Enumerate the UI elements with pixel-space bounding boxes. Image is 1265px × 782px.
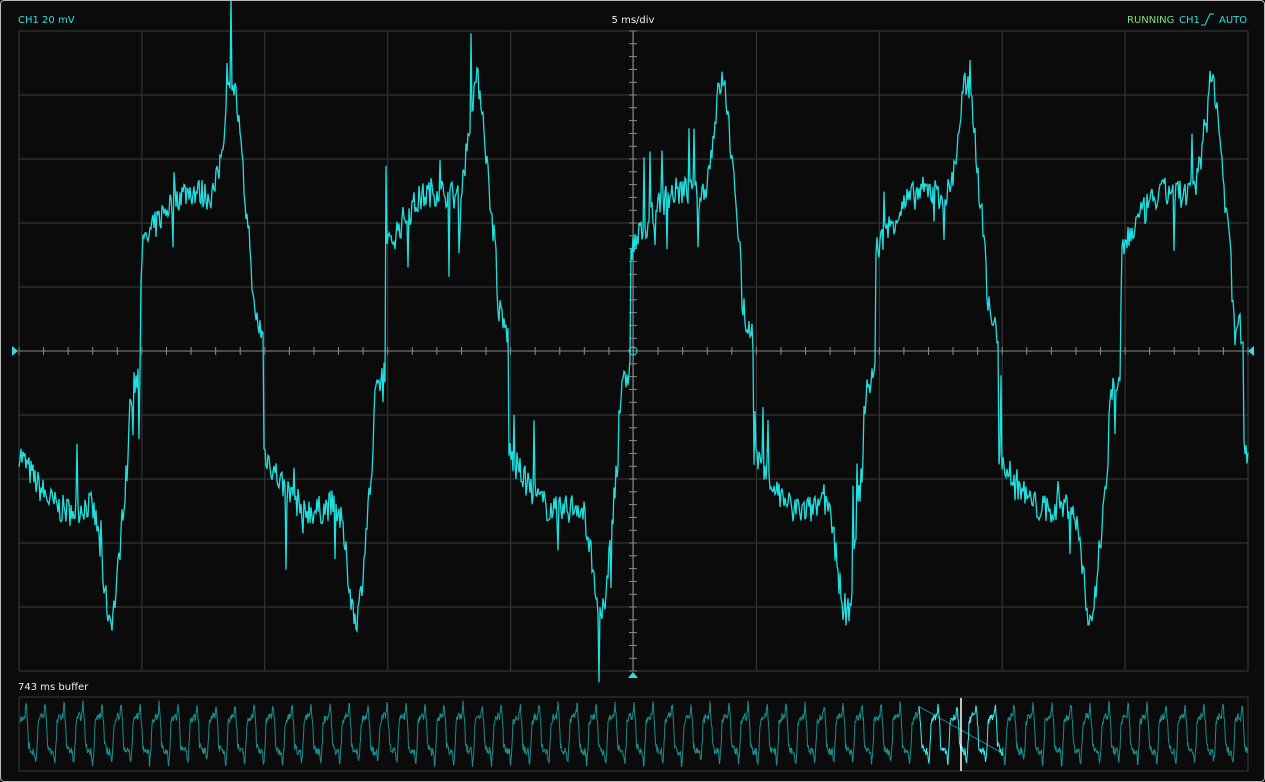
trigger-source: CH1 [1179,15,1200,26]
trigger-slope-icon [1201,13,1214,26]
ground-marker-left [12,346,18,356]
ground-marker-right [1248,346,1254,356]
run-status: RUNNING [1127,15,1174,26]
buffer-frame [18,696,1249,772]
trigger-mode: AUTO [1219,15,1247,26]
waveform [18,1,1249,683]
buffer-label: 743 ms buffer [18,682,89,693]
trigger-point [628,346,638,356]
timebase: 5 ms/div [612,15,655,26]
graticule [18,30,1249,672]
trigger-marker [628,672,638,678]
buffer-waveform [19,700,1248,768]
channel-scale: CH1 20 mV [18,15,75,26]
